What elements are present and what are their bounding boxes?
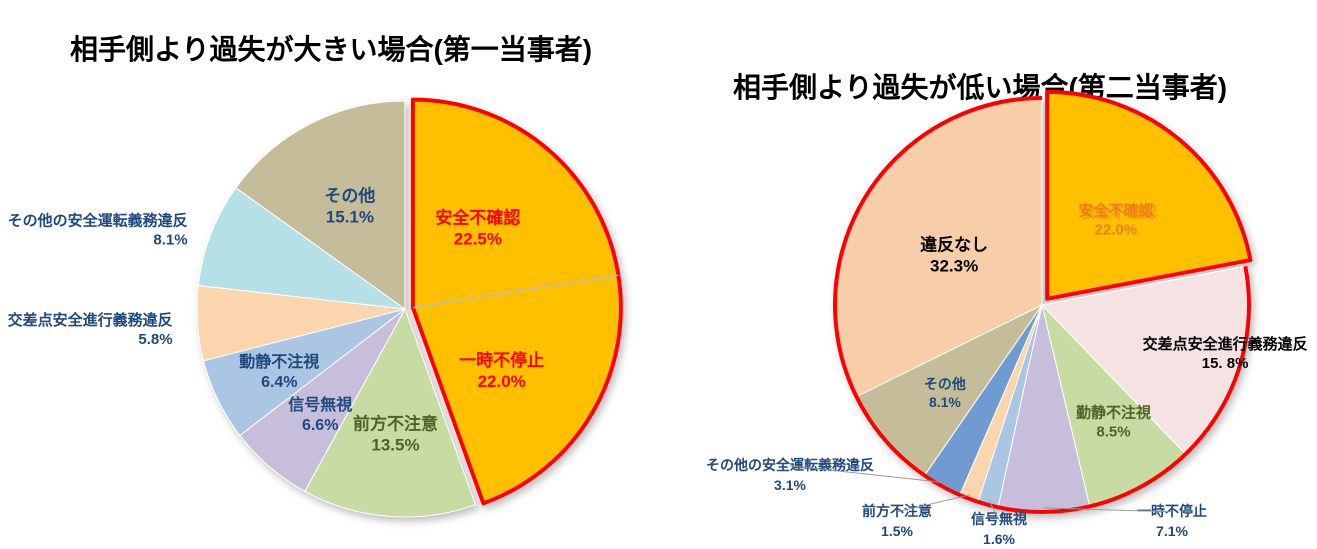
svg-text:交差点安全進行義務違反: 交差点安全進行義務違反 (8, 311, 173, 329)
svg-text:前方不注意: 前方不注意 (862, 503, 932, 519)
svg-text:3.1%: 3.1% (774, 477, 806, 493)
svg-text:安全不確認: 安全不確認 (435, 208, 520, 228)
svg-text:7.1%: 7.1% (1156, 523, 1188, 539)
svg-text:15. 8%: 15. 8% (1202, 355, 1249, 372)
svg-text:動静不注視: 動静不注視 (239, 352, 319, 371)
svg-text:前方不注意: 前方不注意 (353, 413, 438, 433)
svg-text:6.4%: 6.4% (261, 374, 297, 391)
svg-text:8.5%: 8.5% (1096, 424, 1130, 441)
svg-text:違反なし: 違反なし (920, 234, 988, 254)
svg-text:22.0%: 22.0% (1095, 222, 1138, 239)
svg-text:13.5%: 13.5% (371, 435, 419, 454)
svg-text:その他の安全運転義務違反: その他の安全運転義務違反 (706, 457, 874, 473)
svg-text:その他の安全運転義務違反: その他の安全運転義務違反 (8, 211, 188, 229)
svg-text:信号無視: 信号無視 (288, 395, 352, 414)
svg-text:15.1%: 15.1% (326, 208, 374, 227)
svg-text:交差点安全進行義務違反: 交差点安全進行義務違反 (1143, 335, 1308, 353)
svg-text:22.0%: 22.0% (478, 372, 526, 391)
svg-text:32.3%: 32.3% (930, 256, 978, 275)
svg-text:その他: その他 (324, 186, 375, 206)
svg-text:8.1%: 8.1% (153, 231, 187, 248)
svg-text:6.6%: 6.6% (302, 417, 338, 434)
svg-text:一時不停止: 一時不停止 (459, 350, 544, 370)
svg-text:1.6%: 1.6% (983, 531, 1015, 547)
svg-text:勤静不注視: 勤静不注視 (1076, 404, 1151, 422)
svg-text:その他: その他 (924, 376, 966, 392)
svg-text:22.5%: 22.5% (454, 230, 502, 249)
svg-text:安全不確認: 安全不確認 (1078, 202, 1153, 220)
svg-text:5.8%: 5.8% (138, 331, 172, 348)
svg-text:1.5%: 1.5% (881, 523, 913, 539)
svg-text:8.1%: 8.1% (929, 394, 961, 410)
